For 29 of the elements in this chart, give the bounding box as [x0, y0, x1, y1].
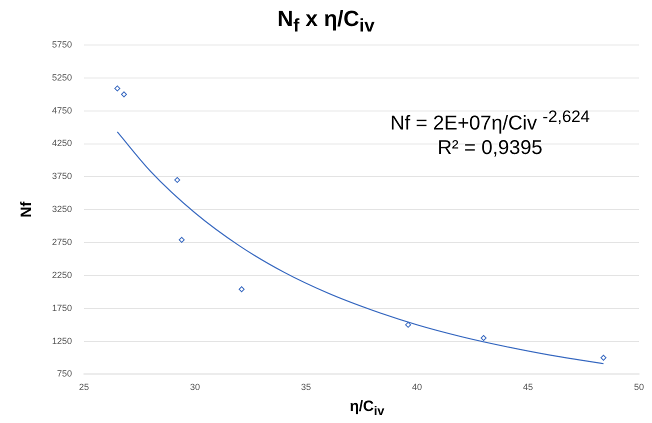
x-tick-label: 50 — [634, 382, 644, 392]
point — [114, 85, 120, 92]
y-tick-label: 2750 — [52, 237, 72, 248]
x-axis-title: η/C$_{iv}$ — [348, 398, 386, 418]
point — [238, 286, 245, 292]
y-tick-label: 5250 — [52, 72, 72, 82]
y-tick-label: 5750 — [52, 39, 72, 50]
y-tick-label: 750 — [56, 368, 72, 379]
y-tick-label: 1250 — [52, 336, 72, 346]
x-tick-label: 25 — [79, 382, 90, 392]
point — [120, 91, 127, 98]
x-tick-label: 45 — [522, 382, 534, 392]
point — [174, 176, 180, 183]
x-tick-label: 40 — [412, 382, 422, 392]
y-tick-label: 3750 — [52, 171, 72, 182]
point — [480, 334, 487, 341]
annotation: R² = 0,9395 — [436, 136, 544, 160]
y-tick-label: 4750 — [52, 105, 72, 116]
y-tick-label: 3250 — [52, 204, 72, 214]
point — [600, 354, 606, 361]
y-axis-title: Nf — [18, 200, 36, 218]
chart-title: N$_{f}$ x η/C$_{iv}$ — [276, 6, 376, 36]
x-tick-label: 35 — [301, 382, 312, 392]
point — [178, 236, 185, 243]
y-tick-label: 4250 — [52, 138, 72, 148]
y-tick-label: 1750 — [52, 302, 72, 313]
y-tick-label: 2250 — [52, 270, 72, 280]
x-tick-label: 30 — [190, 382, 200, 392]
annotation: Nf = 2E+07η/Civ $^{-2,624}$ — [389, 106, 591, 136]
